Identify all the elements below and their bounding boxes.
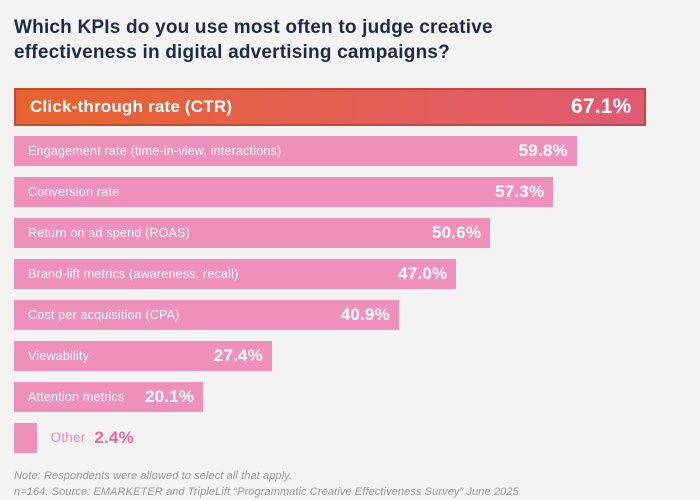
bar: Brand-lift metrics (awareness, recall) 47… [14,258,457,289]
bar-label: Click-through rate (CTR) [30,96,233,116]
bar: Cost per acquisition (CPA) 40.9% [14,299,399,330]
bar-label: Return on ad spend (ROAS) [28,225,191,240]
bar-row: Conversion rate 57.3% [14,176,686,207]
bar-value: 57.3% [495,181,545,201]
bar-row: Viewability 27.4% [14,340,686,371]
bar-value: 40.9% [340,304,390,324]
bar: Engagement rate (time-in-view, interacti… [14,135,577,166]
bar-label: Conversion rate [28,184,120,199]
bar-row: Return on ad spend (ROAS) 50.6% [14,217,686,248]
bar-label: Attention metrics [28,389,125,404]
bar-row: Other 2.4% [14,422,686,453]
bar-row: Brand-lift metrics (awareness, recall) 47… [14,258,686,289]
bar-label: Engagement rate (time-in-view, interacti… [28,143,282,158]
bar: Attention metrics 20.1% [14,381,204,412]
bar-label: Viewability [28,348,90,363]
bar-value: 67.1% [570,94,632,118]
bar-value: 27.4% [213,345,263,365]
source-line: n=164. Source: EMARKETER and TripleLift … [14,485,519,498]
footnote-block: Note: Respondents were allowed to select… [14,469,686,500]
bar [14,422,37,453]
bar-value: 59.8% [518,140,568,160]
chart-title: Which KPIs do you use most often to judg… [14,17,493,64]
bar-label: Brand-lift metrics (awareness, recall) [28,266,239,281]
bar-label: Other [50,430,86,446]
bar-row: Click-through rate (CTR) 67.1% [14,87,686,126]
bar-row: Attention metrics 20.1% [14,381,686,412]
bar-label: Cost per acquisition (CPA) [28,307,180,322]
bar-value: 47.0% [398,263,448,283]
footnote: Note: Respondents were allowed to select… [14,469,293,482]
bar-value: 2.4% [94,427,134,447]
bar-chart: Click-through rate (CTR) 67.1% Engagement … [14,87,686,453]
bar-value: 20.1% [144,386,195,406]
bar-row: Engagement rate (time-in-view, interacti… [14,135,686,166]
bar-value: 50.6% [432,222,482,242]
bar: Click-through rate (CTR) 67.1% [14,87,646,126]
bar: Return on ad spend (ROAS) 50.6% [14,217,491,248]
bar: Conversion rate 57.3% [14,176,554,207]
bar-row: Cost per acquisition (CPA) 40.9% [14,299,686,330]
bar: Viewability 27.4% [14,340,272,371]
